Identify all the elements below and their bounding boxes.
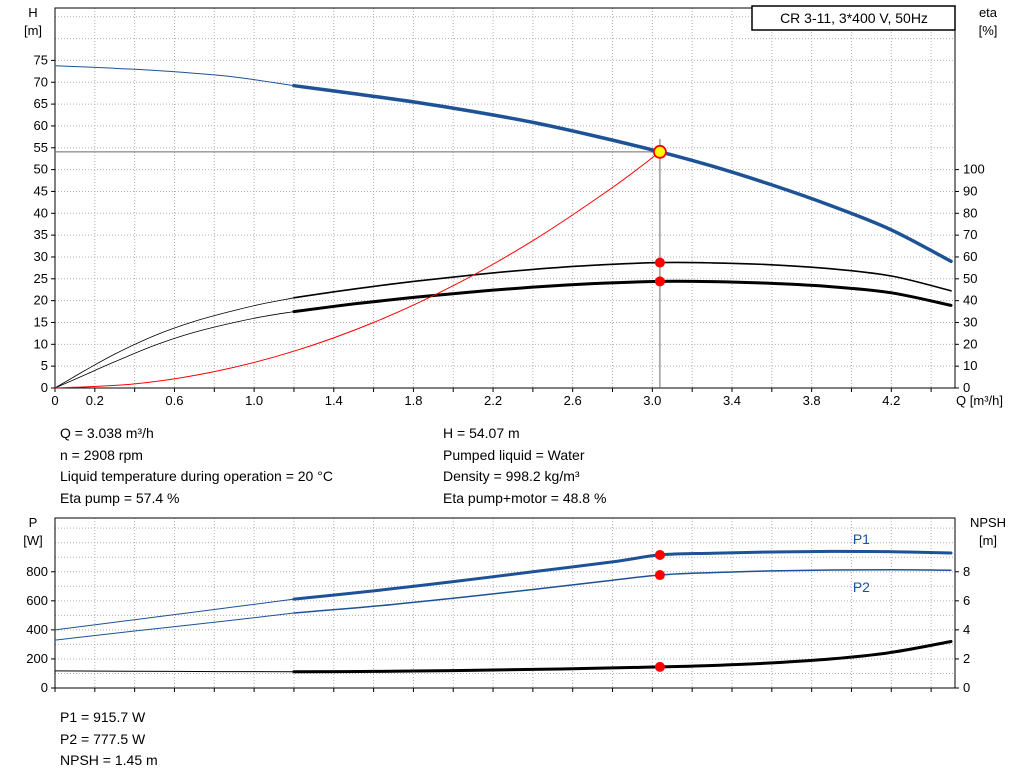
left-tick-label: 10 (34, 336, 48, 351)
series-qh-curve (292, 83, 953, 264)
pump-title-box (751, 5, 956, 31)
right-tick-label: 2 (963, 651, 970, 666)
left-axis-title: P (29, 515, 38, 530)
curve-label-p2: P2 (853, 579, 870, 595)
info-head: H = 54.07 m (443, 425, 520, 441)
right-tick-label: 10 (963, 358, 977, 373)
info-speed: n = 2908 rpm (60, 446, 143, 463)
info-p1: P1 = 915.7 W (60, 709, 146, 725)
info-temperature: Liquid temperature during operation = 20… (60, 468, 333, 484)
right-tick-label: 40 (963, 293, 977, 308)
left-tick-label: 25 (34, 271, 48, 286)
right-tick-label: 50 (963, 271, 977, 286)
info-eta-pump-motor: Eta pump+motor = 48.8 % (443, 489, 607, 506)
info-p2: P2 = 777.5 W (60, 730, 146, 747)
pump-title: CR 3-11, 3*400 V, 50Hz (780, 10, 928, 26)
left-tick-label: 60 (34, 118, 48, 133)
info-liquid: Pumped liquid = Water (443, 446, 585, 463)
right-tick-label: 0 (963, 380, 970, 395)
series-p2-curve (293, 568, 952, 614)
series-eta-pump-motor-curve (292, 279, 953, 314)
x-tick-label: 3.4 (723, 393, 741, 408)
x-tick-label: 1.8 (404, 393, 422, 408)
info-npsh: NPSH = 1.45 m (60, 752, 158, 768)
duty-point-info: Q = 3.038 m³/h H = 54.07 m n = 2908 rpm … (60, 423, 606, 509)
info-flow: Q = 3.038 m³/h (60, 425, 154, 441)
right-tick-label: 30 (963, 314, 977, 329)
x-tick-label: 4.2 (882, 393, 900, 408)
series-p1-curve-low (54, 598, 295, 631)
series-eta-pump-curve (293, 261, 952, 299)
x-tick-label: 1.4 (325, 393, 343, 408)
left-tick-label: 35 (34, 227, 48, 242)
series-p1-curve (292, 549, 953, 601)
left-tick-label: 70 (34, 74, 48, 89)
right-axis-unit: [m] (979, 533, 997, 548)
right-axis-unit: [%] (979, 23, 998, 38)
x-tick-label: 2.2 (484, 393, 502, 408)
right-tick-label: 100 (963, 162, 985, 177)
plot-border (54, 7, 956, 389)
right-tick-label: 20 (963, 336, 977, 351)
x-tick-label: 0.2 (86, 393, 104, 408)
left-tick-label: 75 (34, 52, 48, 67)
series-p2-curve-low (54, 612, 295, 641)
left-tick-label: 5 (41, 358, 48, 373)
right-tick-label: 6 (963, 593, 970, 608)
right-tick-label: 70 (963, 227, 977, 242)
left-tick-label: 400 (26, 622, 48, 637)
series-npsh-curve-low (54, 670, 295, 673)
right-tick-label: 80 (963, 205, 977, 220)
left-axis-title: H (28, 5, 37, 20)
right-tick-label: 8 (963, 564, 970, 579)
series-eta-pump-motor-low (54, 311, 295, 389)
x-tick-label: 0.6 (165, 393, 183, 408)
series-npsh-curve (292, 640, 953, 674)
power-npsh-info: P1 = 915.7 W P2 = 777.5 W NPSH = 1.45 m (60, 707, 158, 772)
x-tick-label: 2.6 (564, 393, 582, 408)
left-tick-label: 600 (26, 593, 48, 608)
left-tick-label: 800 (26, 564, 48, 579)
x-tick-label: 0 (51, 393, 58, 408)
left-tick-label: 0 (41, 380, 48, 395)
left-tick-label: 65 (34, 96, 48, 111)
result-dot-marker (654, 276, 665, 287)
left-axis-unit: [m] (24, 23, 42, 38)
info-eta-pump: Eta pump = 57.4 % (60, 489, 180, 506)
left-tick-label: 50 (34, 162, 48, 177)
series-qh-curve-low (54, 65, 295, 87)
qh-chart: 0 0.2 0.6 1.0 1.4 1.8 2.2 2.6 3.0 3.4 3.8 4.2 Q [m³/… (24, 5, 1003, 408)
left-tick-label: 0 (41, 680, 48, 695)
left-tick-label: 55 (34, 140, 48, 155)
right-axis-title: eta (979, 5, 998, 20)
result-dot-marker (654, 549, 665, 560)
right-tick-label: 0 (963, 680, 970, 695)
left-tick-label: 15 (34, 314, 48, 329)
left-tick-label: 20 (34, 293, 48, 308)
duty-point-marker[interactable] (653, 144, 667, 159)
x-tick-label: 1.0 (245, 393, 263, 408)
power-chart: 0 200 400 600 800 0 2 4 6 8 P [W] NPSH [m] P1 P2 (23, 515, 1006, 695)
right-tick-label: 90 (963, 183, 977, 198)
curve-label-p1: P1 (853, 531, 870, 547)
x-tick-label: 3.8 (803, 393, 821, 408)
left-tick-label: 200 (26, 651, 48, 666)
x-tick-label: 3.0 (643, 393, 661, 408)
left-tick-label: 30 (34, 249, 48, 264)
right-tick-label: 4 (963, 622, 970, 637)
right-tick-label: 60 (963, 249, 977, 264)
series-eta-pump-low (54, 297, 295, 389)
left-tick-label: 45 (34, 183, 48, 198)
left-axis-unit: [W] (23, 533, 43, 548)
info-density: Density = 998.2 kg/m³ (443, 468, 580, 484)
result-dot-marker (654, 661, 665, 672)
left-tick-label: 40 (34, 205, 48, 220)
x-axis-title: Q [m³/h] (956, 393, 1003, 408)
series-duty-system-curve (54, 151, 661, 389)
result-dot-marker (654, 257, 665, 268)
result-dot-marker (654, 570, 665, 581)
plot-border (54, 517, 956, 689)
right-axis-title: NPSH (970, 515, 1006, 530)
